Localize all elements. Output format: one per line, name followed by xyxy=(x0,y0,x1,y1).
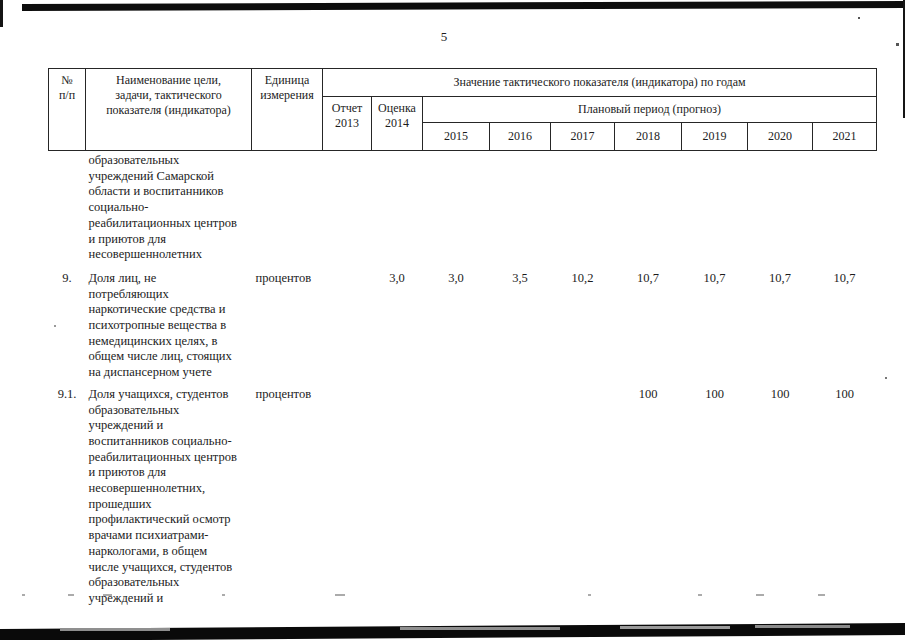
header-cell-row-number: № п/п xyxy=(49,69,86,151)
value-cell-2018: 100 xyxy=(615,385,682,607)
indicators-table: № п/п Наименование цели, задачи, тактиче… xyxy=(48,68,877,607)
unit-cell: процентов xyxy=(252,385,323,607)
value-cell-2021: 100 xyxy=(813,385,877,607)
value-cell-2016 xyxy=(490,385,551,607)
scan-artifact-top-bar xyxy=(22,1,905,11)
indicator-name-cell: Доля учащихся, студентов образовательных… xyxy=(86,385,252,607)
value-cell-2013 xyxy=(323,385,372,607)
table-row: 9. Доля лиц, не потребляющих наркотическ… xyxy=(49,269,877,385)
value-cell-2017: 10,2 xyxy=(551,269,615,385)
row-number-cell: 9.1. xyxy=(49,385,86,607)
row-number-cell xyxy=(49,151,86,269)
header-cell-estimate-2014: Оценка 2014 xyxy=(372,97,423,151)
scan-artifact-topleft-mark xyxy=(0,0,3,27)
scan-artifact-smudge xyxy=(60,628,170,631)
value-cell-2013 xyxy=(323,269,372,385)
header-cell-year: 2019 xyxy=(682,123,748,151)
value-cell-2014 xyxy=(372,385,423,607)
header-cell-year: 2021 xyxy=(813,123,877,151)
value-cell-2016: 3,5 xyxy=(490,269,551,385)
value-cell-2020: 100 xyxy=(748,385,813,607)
value-cell-2015 xyxy=(423,385,490,607)
scan-artifact-speck xyxy=(885,377,887,379)
scan-artifact-dash xyxy=(22,594,25,596)
table-row: 9.1. Доля учащихся, студентов образовате… xyxy=(49,385,877,607)
header-cell-year: 2018 xyxy=(615,123,682,151)
value-cell-2020: 10,7 xyxy=(748,269,813,385)
header-cell-year: 2016 xyxy=(490,123,551,151)
header-cell-year: 2015 xyxy=(423,123,490,151)
value-cell-2016 xyxy=(490,151,551,269)
row-number-cell: 9. xyxy=(49,269,86,385)
value-cell-2015 xyxy=(423,151,490,269)
header-cell-value-group: Значение тактического показателя (индика… xyxy=(323,69,877,97)
value-cell-2013 xyxy=(323,151,372,269)
value-cell-2014: 3,0 xyxy=(372,269,423,385)
scan-artifact-smudge xyxy=(400,627,560,630)
header-cell-indicator-name: Наименование цели, задачи, тактического … xyxy=(86,69,252,151)
indicator-name-cell: образовательных учреждений Самарской обл… xyxy=(86,151,252,269)
value-cell-2021 xyxy=(813,151,877,269)
value-cell-2020 xyxy=(748,151,813,269)
value-cell-2021: 10,7 xyxy=(813,269,877,385)
value-cell-2019: 100 xyxy=(682,385,748,607)
header-cell-year: 2020 xyxy=(748,123,813,151)
value-cell-2014 xyxy=(372,151,423,269)
page-number: 5 xyxy=(436,29,452,45)
value-cell-2017 xyxy=(551,385,615,607)
value-cell-2019: 10,7 xyxy=(682,269,748,385)
scan-artifact-smudge xyxy=(755,625,850,628)
value-cell-2018 xyxy=(615,151,682,269)
value-cell-2017 xyxy=(551,151,615,269)
scan-artifact-speck xyxy=(896,43,899,46)
value-cell-2015: 3,0 xyxy=(423,269,490,385)
scan-artifact-smudge xyxy=(620,626,730,629)
unit-cell: процентов xyxy=(252,269,323,385)
header-cell-year: 2017 xyxy=(551,123,615,151)
unit-cell xyxy=(252,151,323,269)
header-cell-report-2013: Отчет 2013 xyxy=(323,97,372,151)
value-cell-2018: 10,7 xyxy=(615,269,682,385)
table-row: образовательных учреждений Самарской обл… xyxy=(49,151,877,269)
value-cell-2019 xyxy=(682,151,748,269)
table-header: № п/п Наименование цели, задачи, тактиче… xyxy=(49,69,877,151)
scan-artifact-speck xyxy=(858,17,860,19)
header-cell-unit: Единица измерения xyxy=(252,69,323,151)
indicator-name-cell: Доля лиц, не потребляющих наркотические … xyxy=(86,269,252,385)
scanned-document-page: 5 № п/п Наименование цели, задачи, такти… xyxy=(0,0,905,640)
header-cell-plan-group: Плановый период (прогноз) xyxy=(423,97,877,123)
